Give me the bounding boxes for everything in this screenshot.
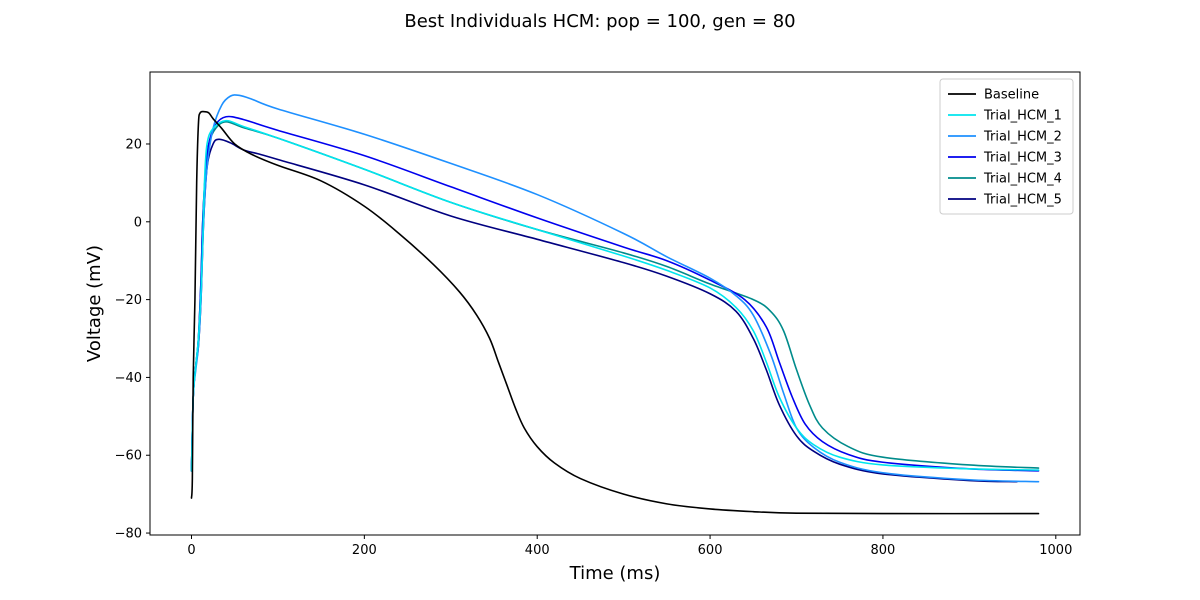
series-line-trial-hcm-4 xyxy=(190,120,1040,472)
series-line-trial-hcm-5 xyxy=(190,138,1018,483)
legend-label: Trial_HCM_2 xyxy=(983,130,1062,145)
legend-label: Trial_HCM_5 xyxy=(983,193,1062,208)
y-tick-label: −40 xyxy=(115,371,142,386)
legend-label: Trial_HCM_4 xyxy=(983,172,1062,187)
y-tick-label: −60 xyxy=(115,449,142,464)
x-tick-label: 1000 xyxy=(1039,543,1072,558)
x-tick-label: 200 xyxy=(352,543,377,558)
x-tick-label: 0 xyxy=(187,543,195,558)
y-tick-label: 20 xyxy=(125,137,142,152)
y-tick-label: −20 xyxy=(115,293,142,308)
y-axis: −80 −60 −40 −20 0 20 xyxy=(115,137,150,542)
legend: Baseline Trial_HCM_1 Trial_HCM_2 Trial_HCM_… xyxy=(939,78,1074,215)
y-axis-label: Voltage (mV) xyxy=(84,245,105,362)
legend-box xyxy=(939,78,1074,215)
legend-label: Trial_HCM_3 xyxy=(983,151,1062,166)
series-line-trial-hcm-3 xyxy=(190,115,1040,472)
series-line-baseline xyxy=(190,110,1040,515)
y-tick-label: 0 xyxy=(134,215,142,230)
legend-label: Trial_HCM_1 xyxy=(983,109,1062,124)
x-axis-label: Time (ms) xyxy=(569,563,661,584)
x-tick-label: 800 xyxy=(871,543,896,558)
chart-title: Best Individuals HCM: pop = 100, gen = 8… xyxy=(404,11,795,32)
legend-label: Baseline xyxy=(984,88,1039,103)
plot-frame xyxy=(149,71,1081,536)
plot-lines xyxy=(190,94,1040,515)
x-axis: 0 200 400 600 800 1000 xyxy=(187,535,1072,558)
series-line-trial-hcm-1 xyxy=(190,119,1040,472)
y-tick-label: −80 xyxy=(115,527,142,542)
x-tick-label: 600 xyxy=(698,543,723,558)
x-tick-label: 400 xyxy=(525,543,550,558)
